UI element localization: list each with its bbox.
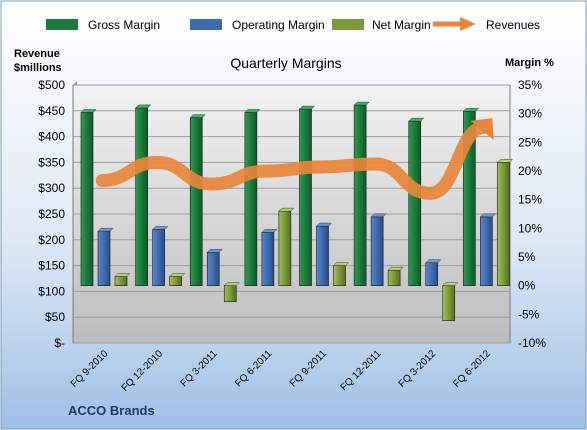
right-tick-label: 0% <box>518 279 536 293</box>
chart-title: Quarterly Margins <box>230 55 341 71</box>
gross-margin-bar-top <box>244 109 261 113</box>
gross-margin-bar-top <box>353 101 370 106</box>
legend-label-revenues: Revenues <box>486 18 540 32</box>
operating-margin-bar-top <box>370 213 387 218</box>
net-margin-bar-top <box>114 273 131 277</box>
right-tick-label: 35% <box>518 78 542 92</box>
net-margin-bar-top <box>496 159 513 163</box>
left-tick-label: $250 <box>38 207 65 221</box>
net-margin-bar <box>278 210 292 286</box>
operating-margin-bar-top <box>206 249 223 253</box>
left-axis-title-line2: $millions <box>14 62 62 74</box>
left-axis-title-line1: Revenue <box>14 48 60 60</box>
net-margin-bar-top <box>333 262 349 266</box>
right-tick-label: 10% <box>518 221 542 235</box>
net-margin-bar-top <box>442 282 459 286</box>
gross-margin-bar-top <box>408 117 425 122</box>
right-tick-label: -5% <box>518 307 540 321</box>
legend-label-net-margin: Net Margin <box>372 18 431 32</box>
legend-swatch-gross-margin <box>46 19 78 30</box>
gross-margin-bar-top <box>80 109 97 113</box>
left-tick-label: $500 <box>38 78 65 92</box>
net-margin-bar <box>114 276 128 286</box>
operating-margin-bar <box>425 262 439 286</box>
left-tick-label: $350 <box>38 155 65 169</box>
net-margin-bar <box>223 285 237 303</box>
operating-margin-bar <box>97 230 111 286</box>
revenue-arrowhead <box>470 118 494 140</box>
legend-swatch-revenues <box>433 17 476 31</box>
plot-area: $- $50 $100 $150 $200 $250 $300 $350 $400 $450 $50… <box>38 78 546 394</box>
gross-margin-bar <box>189 117 203 286</box>
gross-margin-bar-top <box>299 105 315 110</box>
net-margin-bar <box>497 162 510 286</box>
gross-margin-bar <box>135 107 148 286</box>
gross-margin-bar <box>353 104 367 286</box>
net-margin-bar <box>442 285 456 321</box>
operating-margin-bar <box>370 216 384 286</box>
net-margin-bar <box>387 269 401 286</box>
operating-margin-bar-top <box>152 226 169 230</box>
net-margin-bar-top <box>387 266 404 271</box>
operating-margin-bar <box>261 232 275 286</box>
net-margin-bar-top <box>223 282 240 286</box>
legend-swatch-net-margin <box>332 19 364 30</box>
left-tick-label: $150 <box>38 259 65 273</box>
revenue-line <box>95 120 492 200</box>
operating-margin-bar-top <box>97 227 114 232</box>
gross-margin-bar <box>244 112 258 286</box>
legend-swatch-operating-margin <box>190 19 222 30</box>
operating-margin-bar <box>316 225 329 286</box>
left-tick-label: $450 <box>38 104 65 118</box>
left-tick-label: $400 <box>38 130 65 144</box>
gross-margin-bar-top <box>189 114 206 118</box>
gross-margin-bar-top <box>462 108 479 112</box>
legend-label-gross-margin: Gross Margin <box>88 18 160 32</box>
net-margin-bar-top <box>278 207 295 212</box>
right-tick-label: 5% <box>518 250 536 264</box>
left-tick-label: $- <box>54 336 65 350</box>
operating-margin-bar-top <box>479 213 496 218</box>
right-tick-label: 25% <box>518 135 542 149</box>
operating-margin-bar <box>206 252 220 286</box>
operating-margin-bar-top <box>316 222 332 227</box>
right-tick-label: 30% <box>518 107 542 121</box>
operating-margin-bar-top <box>261 229 278 233</box>
right-tick-label: 20% <box>518 164 542 178</box>
gross-margin-bar-top <box>135 104 152 109</box>
operating-margin-bar <box>152 229 165 286</box>
gross-margin-bar <box>80 112 94 286</box>
net-margin-bar-top <box>169 273 186 277</box>
operating-margin-bar-top <box>425 259 442 263</box>
legend-label-operating-margin: Operating Margin <box>232 18 325 32</box>
left-tick-label: $50 <box>45 310 65 324</box>
net-margin-bar <box>169 276 182 286</box>
right-axis-title: Margin % <box>505 57 554 69</box>
right-tick-label: -10% <box>518 336 546 350</box>
operating-margin-bar <box>480 216 493 286</box>
legend: Gross Margin Operating Margin Net Margin… <box>46 17 540 32</box>
left-tick-label: $200 <box>38 233 65 247</box>
brand-label: ACCO Brands <box>68 403 155 418</box>
gross-margin-bar <box>408 120 422 286</box>
right-tick-label: 15% <box>518 193 542 207</box>
gross-margin-bar <box>299 108 312 286</box>
net-margin-bar <box>333 265 346 286</box>
left-tick-label: $300 <box>38 181 65 195</box>
left-tick-label: $100 <box>38 284 65 298</box>
